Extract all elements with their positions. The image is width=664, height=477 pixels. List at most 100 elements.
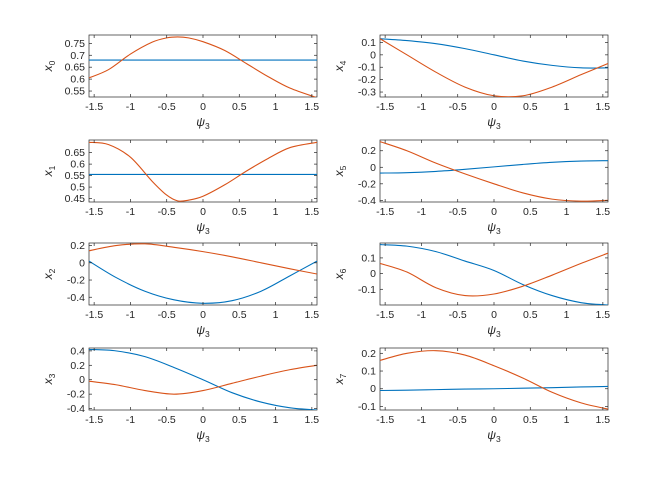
x-tick-label: -1.5 (376, 414, 394, 426)
x-axis-label: ψ3 (196, 115, 210, 131)
y-axis-label: x7 (332, 373, 348, 385)
series-line-orange (89, 36, 317, 97)
x-tick-label: 1 (273, 309, 279, 321)
x-tick-label: 1.5 (596, 206, 611, 218)
y-tick-label: 0 (370, 49, 376, 61)
y-tick-label: -0.3 (358, 87, 376, 99)
y-tick-label: 0.2 (70, 360, 85, 372)
y-tick-label: -0.4 (358, 195, 376, 207)
x-tick-label: 0 (200, 309, 206, 321)
x-tick-label: 1 (273, 206, 279, 218)
x-tick-label: 1 (273, 101, 279, 113)
x-tick-label: 0.5 (523, 414, 538, 426)
axes-frame (379, 139, 609, 203)
series-line-orange (380, 252, 608, 297)
x-tick-label: 0.5 (523, 101, 538, 113)
y-tick-label: 0.45 (65, 193, 86, 205)
series-line-orange (89, 141, 317, 202)
y-tick-label: -0.2 (358, 178, 376, 190)
x-tick-label: 1.5 (596, 309, 611, 321)
series-line-blue (89, 348, 317, 410)
series-line-blue (380, 38, 608, 69)
x-tick-label: 1.5 (305, 414, 320, 426)
axes-frame (379, 242, 609, 306)
x-tick-label: -1.5 (85, 414, 103, 426)
x-tick-label: 1.5 (596, 414, 611, 426)
y-tick-label: 0.1 (361, 366, 376, 378)
subplot-x2: -1.5 -1 -0.5 0 0.5 1 1.5 0.2 0 -0.2 -0.4 ψ3 x2 (41, 240, 319, 339)
y-axis-label: x0 (41, 60, 57, 72)
x-tick-label: -1 (126, 101, 135, 113)
x-tick-label: -0.5 (158, 206, 176, 218)
x-axis-label: ψ3 (487, 323, 501, 339)
subplot-x5: -1.5 -1 -0.5 0 0.5 1 1.5 0.2 0 -0.2 -0.4 ψ3 x5 (332, 139, 611, 236)
x-tick-label: -0.5 (158, 309, 176, 321)
y-axis-label: x6 (332, 268, 348, 280)
series-line-blue (380, 385, 608, 392)
x-tick-label: 1 (273, 414, 279, 426)
y-tick-label: 0.5 (70, 182, 85, 194)
x-tick-label: 0.5 (232, 101, 247, 113)
y-tick-label: 0 (370, 383, 376, 395)
subplot-x0: -1.5 -1 -0.5 0 0.5 1 1.5 0.550.60.650.70.75 ψ3 x0 (41, 34, 319, 131)
x-tick-label: -1 (417, 309, 426, 321)
y-tick-label: 0.2 (361, 145, 376, 157)
y-tick-label: 0.55 (65, 86, 86, 98)
x-tick-label: 0.5 (232, 414, 247, 426)
x-tick-label: 0.5 (523, 206, 538, 218)
x-axis-label: ψ3 (487, 115, 501, 131)
y-tick-label: -0.4 (67, 292, 85, 304)
x-tick-label: -1 (126, 309, 135, 321)
x-tick-label: -0.5 (449, 414, 467, 426)
x-tick-label: 0 (491, 101, 497, 113)
y-axis-label: x3 (41, 373, 57, 385)
x-tick-label: -0.5 (449, 309, 467, 321)
x-axis-label: ψ3 (487, 428, 501, 444)
x-tick-label: -1 (417, 101, 426, 113)
y-tick-label: -0.2 (358, 74, 376, 86)
y-tick-label: 0.65 (65, 147, 86, 159)
series-line-orange (380, 350, 608, 410)
y-tick-label: -0.1 (358, 401, 376, 413)
y-tick-label: 0.6 (70, 74, 85, 86)
x-tick-label: 1.5 (305, 309, 320, 321)
y-axis-label: x1 (41, 165, 57, 177)
x-tick-label: 1.5 (305, 206, 320, 218)
axes-frame (88, 242, 318, 306)
x-axis-label: ψ3 (196, 428, 210, 444)
x-tick-label: 0 (200, 414, 206, 426)
axes-frame (88, 34, 318, 98)
series-line-orange (89, 364, 317, 395)
y-tick-label: 0.6 (70, 159, 85, 171)
y-tick-label: 0.2 (361, 348, 376, 360)
x-tick-label: -1.5 (85, 309, 103, 321)
x-tick-label: 1 (564, 414, 570, 426)
y-tick-label: -0.1 (358, 62, 376, 74)
subplot-x6: -1.5 -1 -0.5 0 0.5 1 1.5 0.1 0 -0.1 ψ3 x6 (332, 242, 611, 339)
x-tick-label: 1 (564, 101, 570, 113)
x-axis-label: ψ3 (196, 220, 210, 236)
x-tick-label: -1 (417, 206, 426, 218)
y-tick-label: 0 (370, 162, 376, 174)
axes-frame (379, 34, 609, 98)
x-tick-label: -1.5 (85, 101, 103, 113)
x-tick-label: -0.5 (449, 206, 467, 218)
subplot-x3: -1.5 -1 -0.5 0 0.5 1 1.5 0.4 0.2 0 -0.2 -0.4 ψ3 x3 (41, 345, 319, 444)
x-tick-label: 0 (200, 101, 206, 113)
y-tick-label: -0.1 (358, 284, 376, 296)
x-tick-label: -0.5 (158, 414, 176, 426)
x-axis-label: ψ3 (487, 220, 501, 236)
y-axis-label: x5 (332, 165, 348, 177)
x-tick-label: -0.5 (158, 101, 176, 113)
y-axis-label: x2 (41, 268, 57, 280)
series-line-orange (380, 141, 608, 202)
x-tick-label: 0.5 (232, 206, 247, 218)
x-tick-label: -1.5 (376, 206, 394, 218)
x-tick-label: 1 (564, 206, 570, 218)
x-tick-label: -1 (126, 206, 135, 218)
series-line-blue (380, 244, 608, 305)
x-tick-label: 1.5 (596, 101, 611, 113)
